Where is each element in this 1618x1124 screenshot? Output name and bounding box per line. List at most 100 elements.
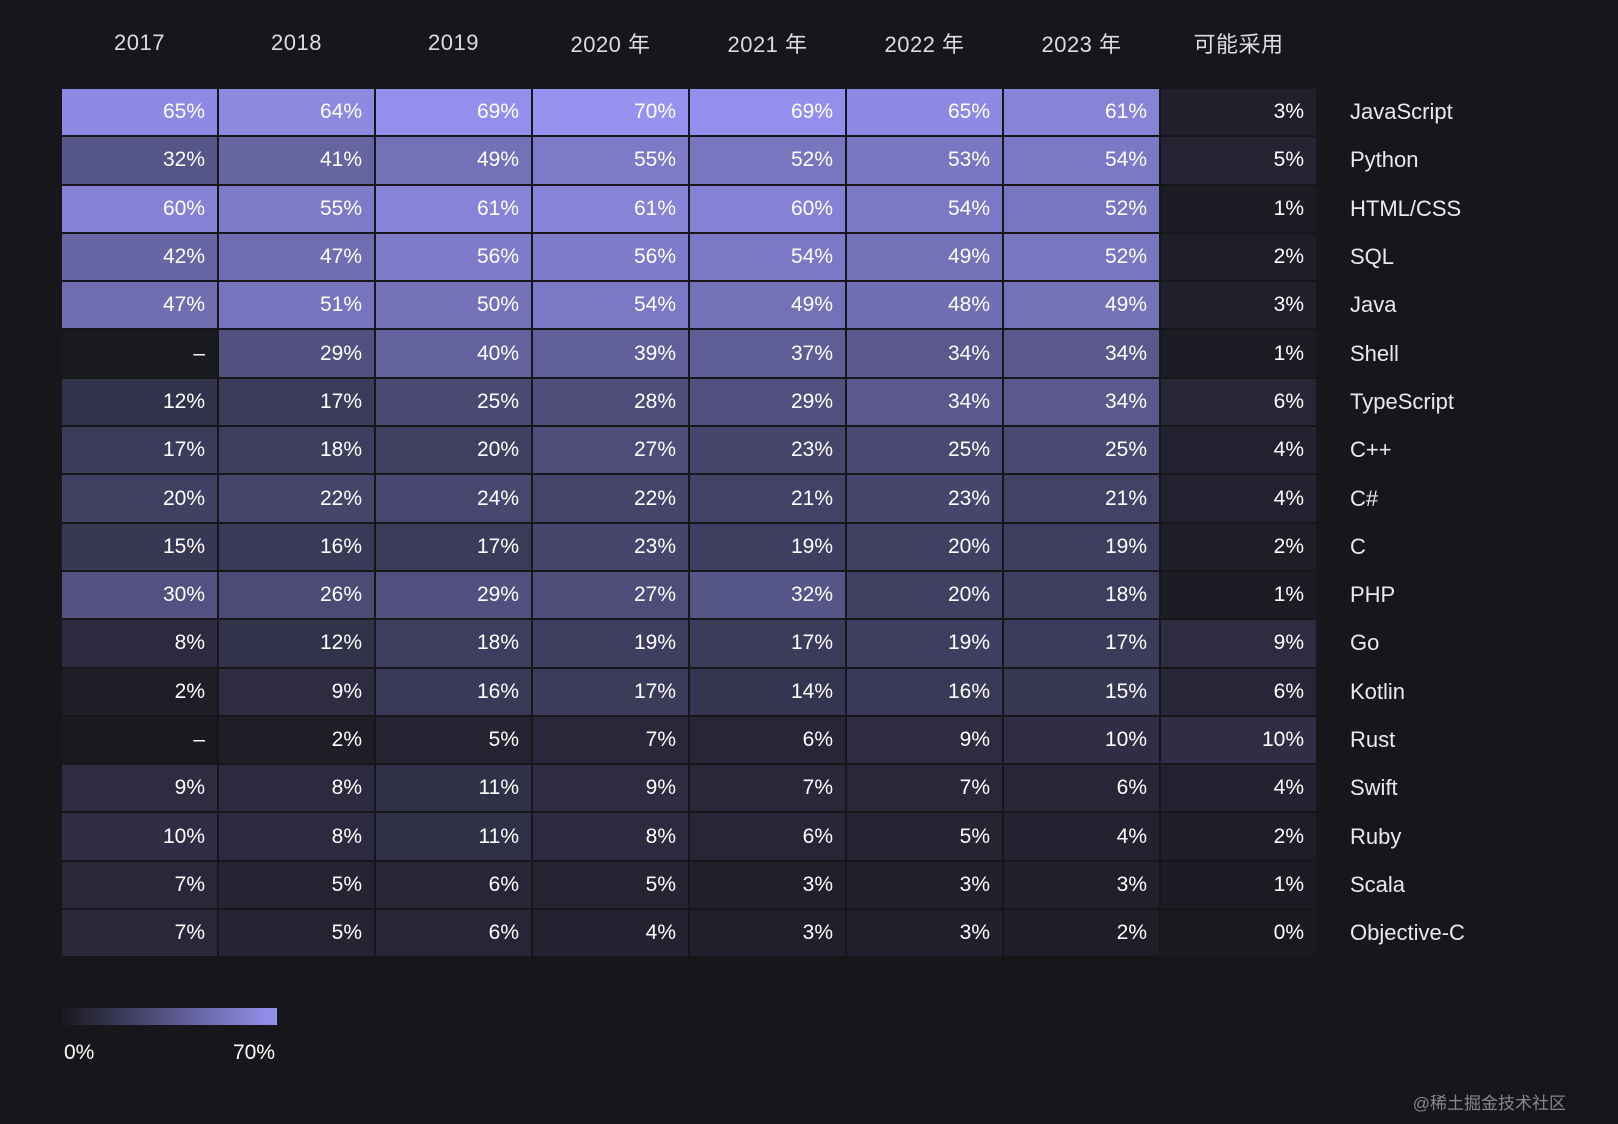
heatmap-cell: 8% <box>533 813 688 860</box>
heatmap-cell: 21% <box>690 475 845 522</box>
heatmap-cell: 40% <box>376 330 531 377</box>
heatmap-cell: 9% <box>62 765 217 812</box>
heatmap-cell: 28% <box>533 378 688 426</box>
heatmap-cell: 5% <box>847 813 1002 860</box>
row-label-language: Go <box>1350 630 1380 656</box>
heatmap-cell: 34% <box>847 330 1002 377</box>
column-header: 可能采用 <box>1193 32 1284 57</box>
row-label-language: C++ <box>1350 437 1392 463</box>
heatmap-cell: 7% <box>62 861 217 909</box>
heatmap-cell: 2% <box>1161 813 1316 860</box>
heatmap-cell: 3% <box>690 910 845 957</box>
heatmap-cell: 56% <box>533 233 688 281</box>
heatmap-cell: 56% <box>376 233 531 281</box>
heatmap-cell: 27% <box>533 427 688 474</box>
row-label-language: Python <box>1350 147 1419 173</box>
row-label-language: C <box>1350 533 1366 559</box>
heatmap-grid: 65% 64% 69% 70% 69% 65% 61% 3% JavaScript 32% 41% 4… <box>62 89 1618 957</box>
heatmap-cell: 4% <box>1161 475 1316 522</box>
heatmap-cell: 14% <box>690 668 845 715</box>
heatmap-cell: 12% <box>62 378 217 426</box>
heatmap-cell: 5% <box>219 910 374 957</box>
heatmap-cell: 26% <box>219 571 374 619</box>
heatmap-cell: 52% <box>1004 185 1159 232</box>
heatmap-cell: 3% <box>1161 282 1316 329</box>
heatmap-cell: 22% <box>533 475 688 522</box>
heatmap-cell: 19% <box>533 620 688 667</box>
heatmap-cell: 6% <box>1004 765 1159 812</box>
row-label-language: Shell <box>1350 340 1399 366</box>
heatmap-cell: 2% <box>1161 233 1316 281</box>
heatmap-cell: 69% <box>376 89 531 136</box>
heatmap-cell: 7% <box>62 910 217 957</box>
heatmap-cell: 54% <box>847 185 1002 232</box>
legend-max-label: 70% <box>232 1041 275 1065</box>
legend-labels: 0% 70% <box>62 1041 277 1065</box>
heatmap-cell: 17% <box>62 427 217 474</box>
heatmap-cell: 2% <box>1161 523 1316 570</box>
row-label-language: Objective-C <box>1350 920 1465 946</box>
heatmap-cell: 22% <box>219 475 374 522</box>
heatmap-cell: 15% <box>1004 668 1159 715</box>
heatmap-cell: 49% <box>690 282 845 329</box>
heatmap-cell: 8% <box>62 620 217 667</box>
heatmap-cell: 1% <box>1161 571 1316 619</box>
heatmap-cell: 52% <box>690 137 845 184</box>
heatmap-cell: 20% <box>847 571 1002 619</box>
heatmap-cell: 25% <box>847 427 1002 474</box>
heatmap-cell: 69% <box>690 89 845 136</box>
heatmap-cell: 18% <box>219 427 374 474</box>
heatmap-cell: 6% <box>690 716 845 764</box>
heatmap-cell: 9% <box>1161 620 1316 667</box>
heatmap-cell: 21% <box>1004 475 1159 522</box>
heatmap-cell: 17% <box>690 620 845 667</box>
heatmap-cell: 47% <box>219 233 374 281</box>
heatmap-cell: 61% <box>533 185 688 232</box>
heatmap-cell: 65% <box>847 89 1002 136</box>
heatmap-cell: 12% <box>219 620 374 667</box>
heatmap-cell: 25% <box>376 378 531 426</box>
heatmap-cell: 42% <box>62 233 217 281</box>
heatmap-cell: 20% <box>62 475 217 522</box>
heatmap-cell: 24% <box>376 475 531 522</box>
heatmap-cell: 7% <box>533 716 688 764</box>
heatmap-cell: 6% <box>1161 668 1316 715</box>
heatmap-cell: 17% <box>1004 620 1159 667</box>
heatmap-cell: 17% <box>533 668 688 715</box>
heatmap-cell: 4% <box>1004 813 1159 860</box>
row-label-language: Scala <box>1350 871 1406 897</box>
heatmap-cell: 55% <box>533 137 688 184</box>
heatmap-cell: 48% <box>847 282 1002 329</box>
heatmap-cell: 17% <box>219 378 374 426</box>
row-label-language: SQL <box>1350 244 1395 270</box>
heatmap-cell: 61% <box>376 185 531 232</box>
language-usage-heatmap: 2017 2018 2019 2020 年 2021 年 2022 年 2023 年 可能采用… <box>62 30 1618 1065</box>
heatmap-cell: 2% <box>219 716 374 764</box>
heatmap-cell: 30% <box>62 571 217 619</box>
heatmap-cell: 34% <box>1004 378 1159 426</box>
row-label-language: Kotlin <box>1350 678 1406 704</box>
row-label-language: C# <box>1350 485 1379 511</box>
heatmap-cell: 25% <box>1004 427 1159 474</box>
row-label-language: Swift <box>1350 775 1398 801</box>
heatmap-cell: 1% <box>1161 330 1316 377</box>
heatmap-cell: 54% <box>690 233 845 281</box>
heatmap-cell: 39% <box>533 330 688 377</box>
heatmap-cell: 64% <box>219 89 374 136</box>
heatmap-cell: 60% <box>62 185 217 232</box>
heatmap-cell: 34% <box>847 378 1002 426</box>
heatmap-cell: 20% <box>847 523 1002 570</box>
heatmap-cell: 4% <box>1161 765 1316 812</box>
heatmap-cell: 9% <box>533 765 688 812</box>
heatmap-cell: 9% <box>847 716 1002 764</box>
heatmap-cell: 23% <box>533 523 688 570</box>
column-header: 2018 <box>271 30 322 55</box>
heatmap-cell: 34% <box>1004 330 1159 377</box>
heatmap-cell: 20% <box>376 427 531 474</box>
heatmap-cell: 6% <box>376 910 531 957</box>
heatmap-cell: 70% <box>533 89 688 136</box>
row-label-language: Ruby <box>1350 823 1402 849</box>
heatmap-cell: 3% <box>847 861 1002 909</box>
heatmap-cell: 4% <box>533 910 688 957</box>
heatmap-cell: 17% <box>376 523 531 570</box>
